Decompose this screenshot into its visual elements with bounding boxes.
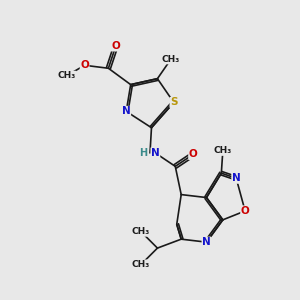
Text: CH₃: CH₃ [58,71,76,80]
Text: N: N [151,148,160,158]
Text: H: H [140,148,148,158]
Text: O: O [80,60,89,70]
Text: N: N [202,237,211,247]
Text: O: O [111,41,120,51]
Text: S: S [170,98,178,107]
Text: CH₃: CH₃ [162,55,180,64]
Text: O: O [241,206,250,216]
Text: N: N [122,106,130,116]
Text: CH₃: CH₃ [132,227,150,236]
Text: O: O [189,149,197,160]
Text: CH₃: CH₃ [214,146,232,155]
Text: CH₃: CH₃ [132,260,150,269]
Text: N: N [232,173,241,183]
